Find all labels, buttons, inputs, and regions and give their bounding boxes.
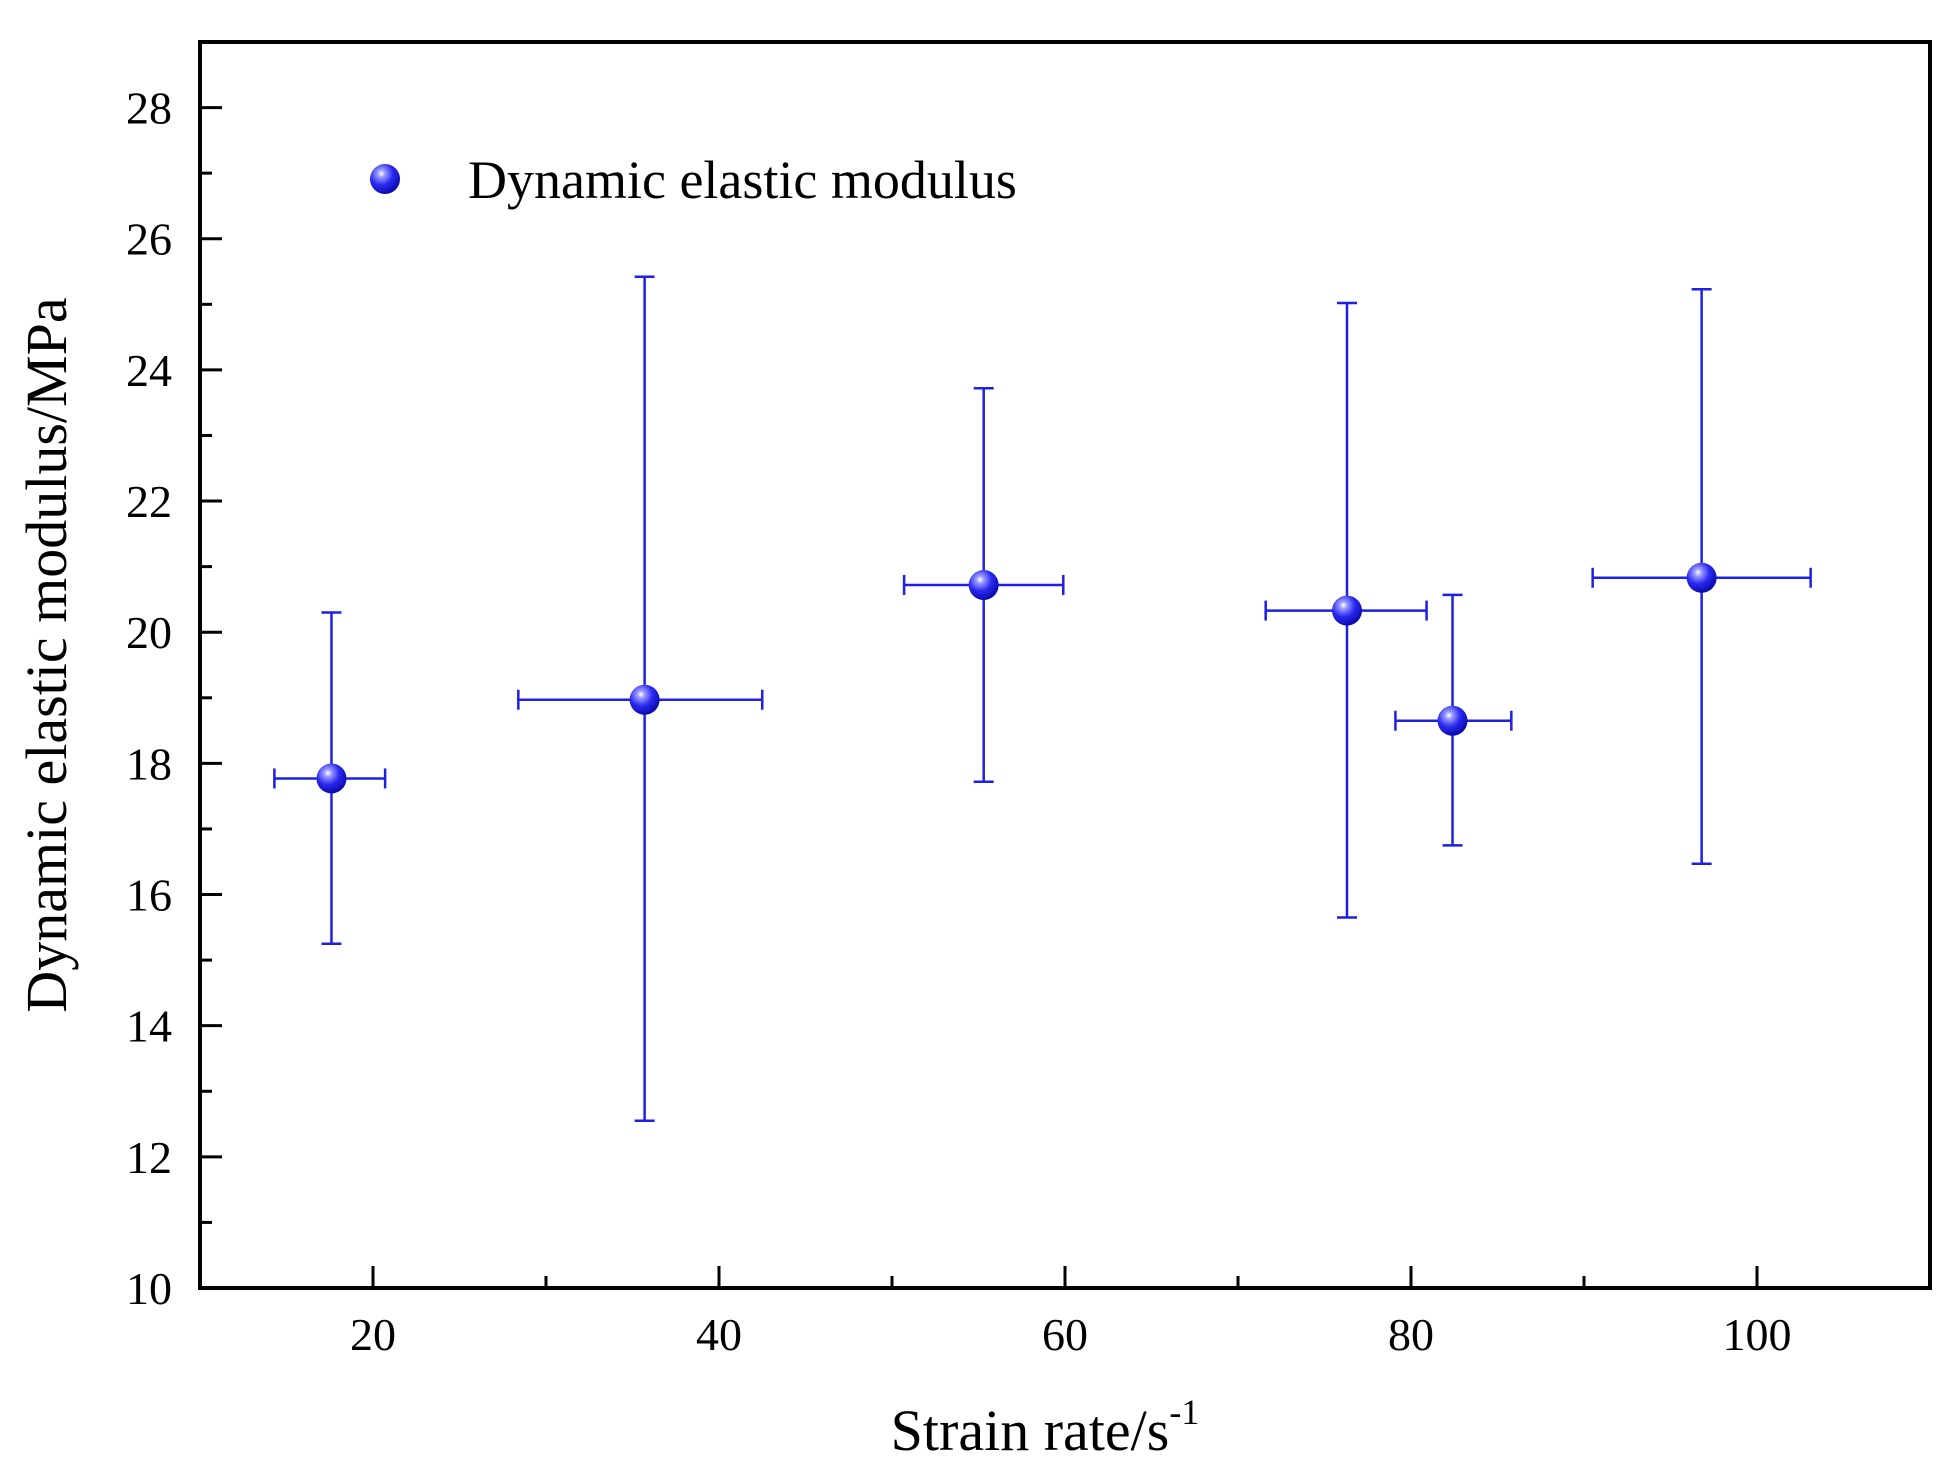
- y-tick-label: 16: [126, 870, 172, 921]
- y-tick-label: 28: [126, 83, 172, 134]
- data-point: [629, 684, 660, 715]
- x-tick-label: 40: [696, 1309, 742, 1360]
- y-tick-label: 14: [126, 1001, 172, 1052]
- x-axis-title-superscript: -1: [1169, 1392, 1199, 1432]
- x-tick-label: 60: [1042, 1309, 1088, 1360]
- y-tick-label: 26: [126, 214, 172, 265]
- y-axis-title: Dynamic elastic modulus/MPa: [14, 297, 79, 1012]
- plot-frame: [198, 40, 1932, 1290]
- y-tick-label: 12: [126, 1132, 172, 1183]
- data-point: [1437, 705, 1468, 736]
- legend: Dynamic elastic modulus: [370, 150, 1017, 210]
- data-points: [316, 562, 1717, 794]
- data-point: [316, 763, 347, 794]
- data-point: [968, 569, 999, 600]
- x-tick-label: 20: [350, 1309, 396, 1360]
- x-axis-title: Strain rate/s-1: [891, 1392, 1200, 1463]
- y-tick-label: 18: [126, 738, 172, 789]
- y-tick-label: 22: [126, 476, 172, 527]
- y-tick-label: 10: [126, 1263, 172, 1314]
- legend-label: Dynamic elastic modulus: [468, 150, 1017, 210]
- y-tick-label: 24: [126, 345, 172, 396]
- x-tick-label: 80: [1388, 1309, 1434, 1360]
- ticks-layer: 10 12 14 16 18 20 22 24 26 28 20 40 60 80 100: [126, 83, 1792, 1360]
- y-tick-label: 20: [126, 607, 172, 658]
- legend-marker: [370, 164, 400, 194]
- error-bars: [273, 275, 1812, 1123]
- data-point: [1686, 562, 1717, 593]
- x-axis-title-text: Strain rate/s: [891, 1398, 1170, 1463]
- x-tick-label: 100: [1723, 1309, 1792, 1360]
- data-point: [1331, 595, 1362, 626]
